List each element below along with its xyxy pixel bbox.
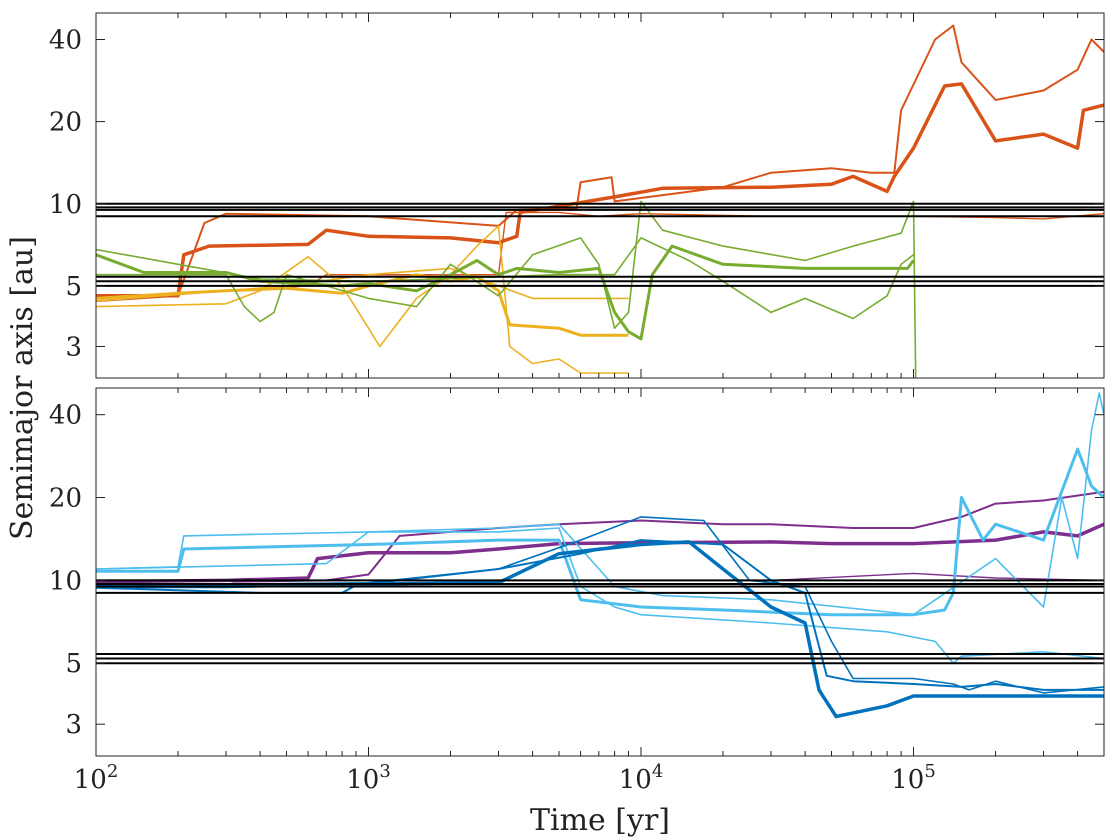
- series-line-6: [96, 392, 1104, 616]
- series-line-7: [96, 244, 915, 341]
- y-tick-label: 20: [49, 484, 82, 514]
- axes-frame: [95, 387, 1105, 757]
- y-tick-label: 10: [49, 190, 82, 220]
- plot-area: [96, 392, 1104, 719]
- y-tick-label: 5: [65, 649, 82, 679]
- series-line-2: [96, 490, 1104, 583]
- top-panel: 3 5 10 20 40: [49, 12, 1105, 379]
- series-line-7: [96, 540, 1104, 719]
- y-tick-label: 40: [49, 401, 82, 431]
- series-line-5: [96, 225, 629, 374]
- x-tick-label: 103: [346, 761, 391, 795]
- y-tick-label: 40: [49, 26, 82, 56]
- series-line-8: [96, 200, 917, 378]
- y-tick-label: 20: [49, 108, 82, 138]
- series-line-9: [96, 516, 1104, 694]
- x-tick-label: 105: [891, 761, 936, 795]
- series-line-8: [96, 539, 1104, 691]
- x-tick-label: 102: [74, 761, 119, 795]
- x-axis-label: Time [yr]: [530, 803, 670, 838]
- y-tick-label: 5: [65, 272, 82, 302]
- series-line-1: [96, 82, 1104, 298]
- axes-frame: [95, 12, 1105, 379]
- plot-area: [96, 24, 1104, 378]
- y-axis-label: Semimajor axis [au]: [5, 236, 40, 540]
- y-tick-label: 3: [65, 333, 82, 363]
- y-tick-label: 10: [49, 566, 82, 596]
- bottom-panel: 3 5 10 20 40 102 103 104 105: [49, 387, 1105, 795]
- x-tick-label: 104: [619, 761, 664, 795]
- series-line-1: [96, 522, 1104, 584]
- series-line-9: [96, 237, 914, 320]
- y-tick-label: 3: [65, 710, 82, 740]
- series-line-2: [96, 24, 1104, 303]
- series-line-4: [96, 447, 1104, 617]
